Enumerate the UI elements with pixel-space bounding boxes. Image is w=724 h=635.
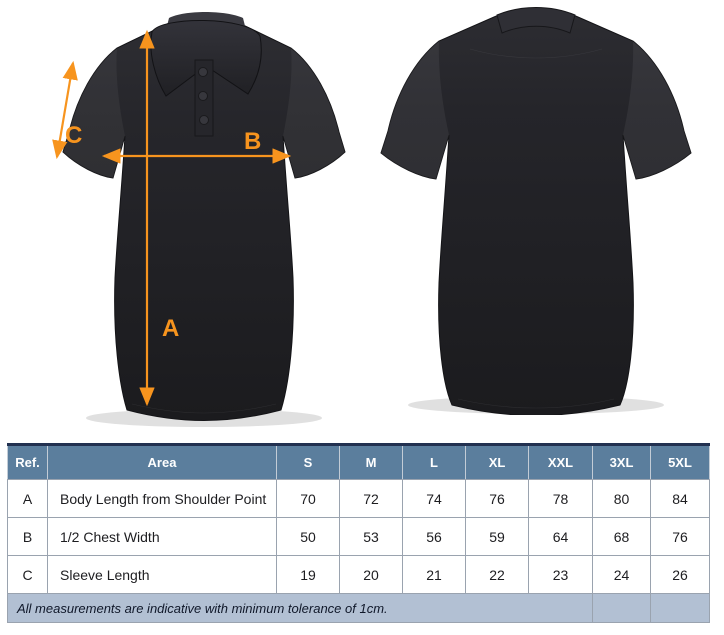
table-row-c: C Sleeve Length 19 20 21 22 23 24 26 [7,555,710,594]
footnote-empty-cell [650,593,710,623]
value-cell: 72 [339,479,403,518]
value-cell: 59 [465,517,529,556]
size-guide-figure: A B C [48,3,706,430]
value-cell: 84 [650,479,710,518]
value-cell: 78 [528,479,593,518]
measure-label-c: C [65,122,83,149]
col-header-xxl: XXL [528,443,593,480]
value-cell: 74 [402,479,466,518]
col-header-ref: Ref. [7,443,48,480]
value-cell: 22 [465,555,529,594]
value-cell: 50 [276,517,340,556]
measure-label-b: B [244,128,262,155]
footnote-empty-cell [592,593,651,623]
value-cell: 70 [276,479,340,518]
col-header-s: S [276,443,340,480]
ref-cell: C [7,555,48,594]
value-cell: 26 [650,555,710,594]
value-cell: 24 [592,555,651,594]
ref-cell: A [7,479,48,518]
footnote-text: All measurements are indicative with min… [7,593,593,623]
polo-front-view: A B C [48,6,360,430]
area-cell: Body Length from Shoulder Point [47,479,277,518]
area-cell: 1/2 Chest Width [47,517,277,556]
value-cell: 76 [650,517,710,556]
value-cell: 64 [528,517,593,556]
value-cell: 76 [465,479,529,518]
value-cell: 53 [339,517,403,556]
ref-cell: B [7,517,48,556]
polo-back-view [366,3,706,415]
measure-label-a: A [162,315,180,342]
area-cell: Sleeve Length [47,555,277,594]
value-cell: 80 [592,479,651,518]
col-header-l: L [402,443,466,480]
table-row-a: A Body Length from Shoulder Point 70 72 … [7,479,710,518]
col-header-area: Area [47,443,277,480]
col-header-5xl: 5XL [650,443,710,480]
table-row-b: B 1/2 Chest Width 50 53 56 59 64 68 76 [7,517,710,556]
value-cell: 68 [592,517,651,556]
size-table: Ref. Area S M L XL XXL 3XL 5XL A Body Le… [7,443,710,623]
value-cell: 21 [402,555,466,594]
polo-back-illustration [380,7,692,415]
polo-front-illustration [62,12,346,427]
size-table-header: Ref. Area S M L XL XXL 3XL 5XL [7,443,710,480]
col-header-3xl: 3XL [592,443,651,480]
value-cell: 23 [528,555,593,594]
footnote-row: All measurements are indicative with min… [7,593,710,623]
col-header-xl: XL [465,443,529,480]
header-row: Ref. Area S M L XL XXL 3XL 5XL [7,443,710,480]
value-cell: 20 [339,555,403,594]
col-header-m: M [339,443,403,480]
value-cell: 56 [402,517,466,556]
value-cell: 19 [276,555,340,594]
